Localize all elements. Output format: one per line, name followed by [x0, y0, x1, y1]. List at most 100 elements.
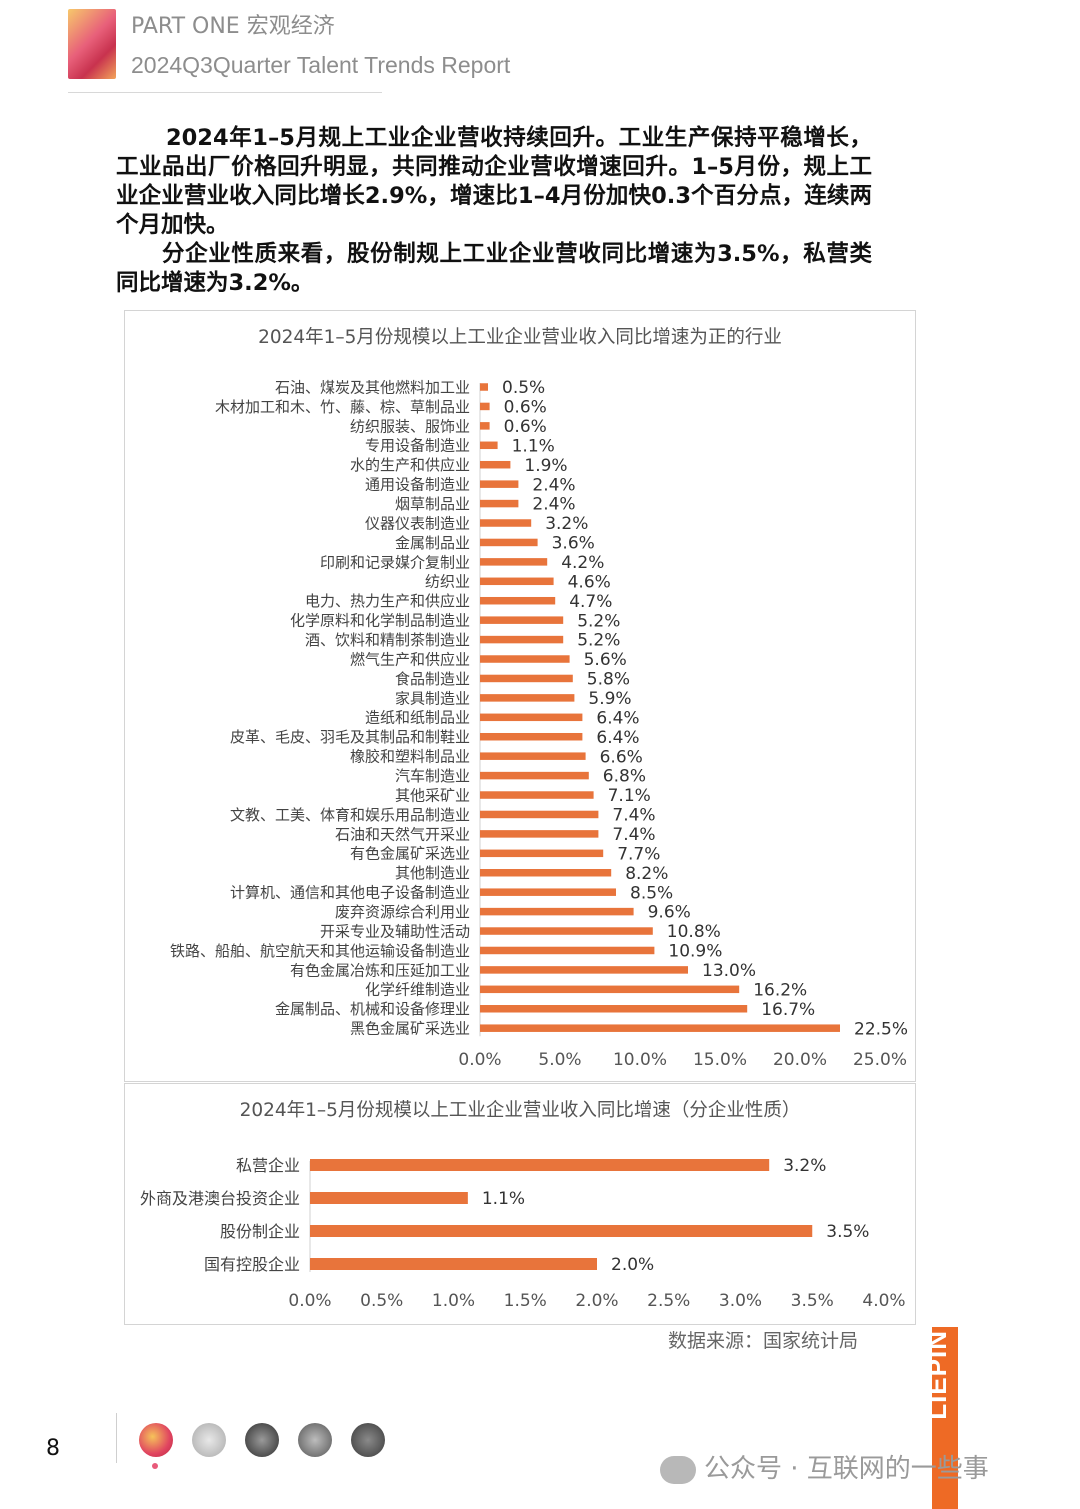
category-label: 金属制品、机械和设备修理业: [275, 1000, 470, 1018]
page-number: 8: [46, 1436, 60, 1461]
category-label: 有色金属矿采选业: [350, 845, 470, 863]
footer-thumb-4[interactable]: [298, 1423, 332, 1457]
bar: [480, 966, 688, 974]
bar: [480, 752, 586, 760]
category-label: 燃气生产和供应业: [350, 650, 470, 668]
x-tick-label: 3.5%: [791, 1291, 834, 1311]
wechat-icon: [660, 1455, 696, 1484]
bar: [310, 1159, 770, 1171]
data-label: 7.4%: [612, 806, 655, 826]
category-label: 其他采矿业: [395, 786, 470, 804]
x-tick-label: 0.0%: [288, 1291, 331, 1311]
bar: [480, 694, 575, 702]
x-tick-label: 2.0%: [575, 1291, 618, 1311]
category-label: 化学原料和化学制品制造业: [290, 612, 470, 630]
category-label: 计算机、通信和其他电子设备制造业: [230, 884, 470, 902]
category-label: 石油和天然气开采业: [335, 825, 470, 843]
category-label: 外商及港澳台投资企业: [140, 1189, 300, 1208]
bar: [480, 480, 519, 488]
bar: [480, 713, 583, 722]
category-label: 其他制造业: [395, 864, 470, 882]
data-label: 4.2%: [561, 553, 604, 573]
bar: [480, 577, 554, 586]
footer-thumb-1[interactable]: [139, 1423, 173, 1457]
x-tick-label: 0.5%: [360, 1291, 403, 1311]
bar: [480, 635, 564, 644]
data-label: 13.0%: [702, 961, 756, 981]
footer-thumb-3[interactable]: [245, 1423, 279, 1457]
brand-liepin: LIEPIN: [922, 1330, 952, 1420]
bar: [310, 1192, 468, 1204]
category-label: 酒、饮料和精制茶制造业: [305, 631, 470, 649]
category-label: 家具制造业: [395, 689, 470, 707]
data-label: 16.2%: [753, 980, 807, 1000]
bar: [480, 907, 634, 916]
paragraph-enterprise-nature: 分企业性质来看，股份制规上工业企业营收同比增速为3.5%，私营类同比增速为3.2…: [116, 241, 872, 296]
bar: [480, 810, 599, 819]
category-label: 通用设备制造业: [365, 476, 470, 494]
data-label: 6.4%: [596, 728, 639, 748]
category-label: 股份制企业: [220, 1222, 300, 1241]
chart2-svg: 私营企业 3.2% 外商及港澳台投资企业 1.1% 股份制企业 3.5% 国有控股企业 2.0…: [140, 1156, 906, 1311]
bar: [480, 869, 612, 877]
category-label: 汽车制造业: [395, 767, 470, 785]
bar: [480, 558, 548, 566]
category-label: 黑色金属矿采选业: [350, 1020, 470, 1038]
data-label: 1.9%: [524, 456, 567, 476]
bar: [310, 1225, 813, 1237]
data-label: 8.2%: [625, 864, 668, 884]
data-label: 2.4%: [532, 495, 575, 515]
category-label: 造纸和纸制品业: [365, 709, 470, 727]
x-tick-label: 1.5%: [504, 1291, 547, 1311]
bar: [480, 849, 604, 858]
category-label: 烟草制品业: [395, 495, 470, 513]
bar: [480, 383, 488, 391]
bar: [480, 460, 511, 469]
category-label: 电力、热力生产和供应业: [305, 592, 470, 610]
footer-thumb-2[interactable]: [192, 1423, 226, 1457]
x-tick-label: 15.0%: [693, 1050, 747, 1070]
bar: [480, 596, 556, 605]
header-report-title: 2024Q3Quarter Talent Trends Report: [131, 52, 511, 78]
bar: [310, 1258, 597, 1270]
bar: [480, 655, 570, 663]
footer-divider: [116, 1413, 117, 1463]
header-divider: [68, 92, 382, 93]
data-label: 1.1%: [512, 436, 555, 456]
category-label: 铁路、船舶、航空航天和其他运输设备制造业: [170, 942, 470, 960]
data-label: 3.6%: [552, 534, 595, 554]
data-label: 8.5%: [630, 883, 673, 903]
category-label: 皮革、毛皮、羽毛及其制品和制鞋业: [230, 728, 470, 746]
data-label: 6.4%: [596, 708, 639, 728]
footer-thumb-5[interactable]: [351, 1423, 385, 1457]
category-label: 石油、煤炭及其他燃料加工业: [275, 378, 470, 396]
category-label: 金属制品业: [395, 534, 470, 552]
category-label: 化学纤维制造业: [365, 981, 470, 999]
category-label: 水的生产和供应业: [350, 456, 470, 474]
data-label: 2.0%: [611, 1255, 654, 1275]
watermark-text: 公众号 · 互联网的一些事: [704, 1454, 989, 1484]
chart-panel-industries: 2024年1–5月份规模以上工业企业营业收入同比增速为正的行业 石油、煤炭及其他…: [124, 310, 916, 1082]
category-label: 有色金属冶炼和压延加工业: [290, 961, 470, 979]
watermark: 公众号 · 互联网的一些事: [660, 1448, 989, 1485]
data-label: 10.9%: [668, 942, 722, 962]
x-tick-label: 25.0%: [853, 1050, 907, 1070]
bar: [480, 830, 599, 838]
chart1-title: 2024年1–5月份规模以上工业企业营业收入同比增速为正的行业: [258, 327, 782, 348]
bar: [480, 946, 655, 955]
data-label: 5.6%: [584, 650, 627, 670]
category-label: 印刷和记录媒介复制业: [320, 553, 470, 571]
header-logo-image: [68, 9, 116, 79]
data-label: 3.5%: [826, 1222, 869, 1242]
data-label: 0.6%: [504, 398, 547, 418]
bar: [480, 422, 490, 430]
data-label: 0.5%: [502, 378, 545, 398]
bar: [480, 1024, 840, 1032]
category-label: 仪器仪表制造业: [365, 514, 470, 532]
header-part-label: PART ONE 宏观经济: [131, 14, 335, 39]
data-label: 5.2%: [577, 611, 620, 631]
category-label: 纺织业: [425, 573, 470, 591]
bar: [480, 927, 653, 935]
brand-strip: [932, 1327, 958, 1509]
bar: [480, 985, 740, 994]
